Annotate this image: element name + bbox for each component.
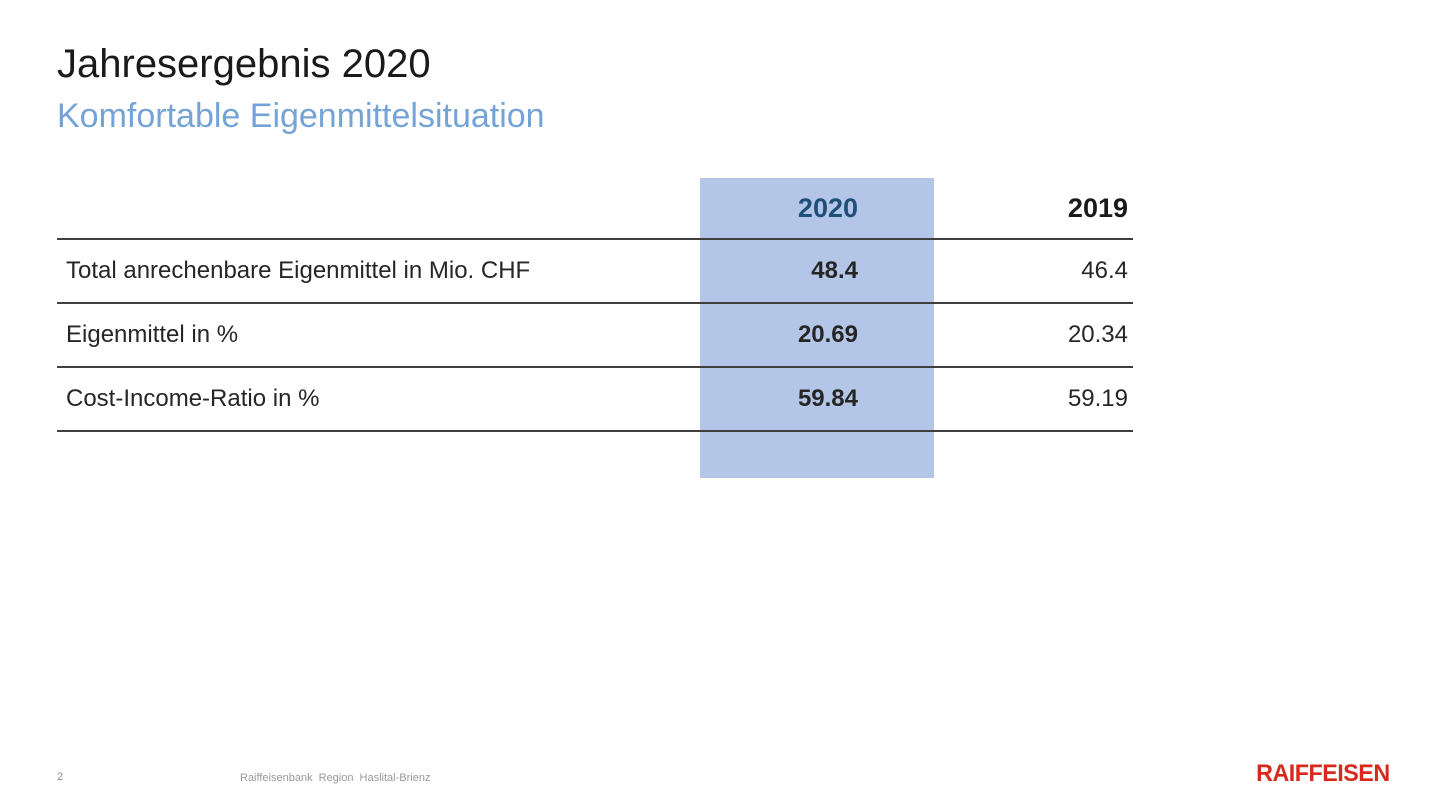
page-subtitle: Komfortable Eigenmittelsituation	[57, 97, 545, 135]
footer-company-name: Raiffeisenbank Region Haslital-Brienz	[240, 772, 431, 784]
page-number: 2	[57, 771, 64, 783]
row-value-2020: 59.84	[700, 368, 934, 430]
page-title: Jahresergebnis 2020	[57, 42, 431, 86]
table-header-2020: 2020	[700, 178, 934, 238]
row-label: Total anrechenbare Eigenmittel in Mio. C…	[66, 257, 531, 284]
row-value-2020: 48.4	[700, 240, 934, 302]
row-label: Eigenmittel in %	[66, 321, 239, 348]
table-header-row: 2020 2019	[57, 178, 1133, 240]
row-value-2020: 20.69	[700, 304, 934, 366]
highlight-column-tail	[700, 432, 934, 478]
raiffeisen-logo: RAIFFEISEN	[1256, 760, 1390, 787]
row-label: Cost-Income-Ratio in %	[66, 385, 320, 412]
table-row-total-eigenmittel: Total anrechenbare Eigenmittel in Mio. C…	[57, 240, 1133, 304]
row-value-2019: 59.19	[1067, 385, 1128, 412]
table-header-2019: 2019	[1067, 192, 1128, 223]
table-header-empty	[57, 178, 700, 238]
results-table: 2020 2019 Total anrechenbare Eigenmittel…	[57, 178, 1133, 478]
table-row-eigenmittel-pct: Eigenmittel in % 20.69 20.34	[57, 304, 1133, 368]
table-highlight-tail	[57, 432, 1133, 478]
row-value-2019: 20.34	[1067, 321, 1128, 348]
spacer-empty	[934, 432, 1133, 478]
row-value-2019: 46.4	[1081, 257, 1128, 284]
table-row-cost-income-ratio: Cost-Income-Ratio in % 59.84 59.19	[57, 368, 1133, 432]
spacer-empty	[57, 432, 700, 478]
